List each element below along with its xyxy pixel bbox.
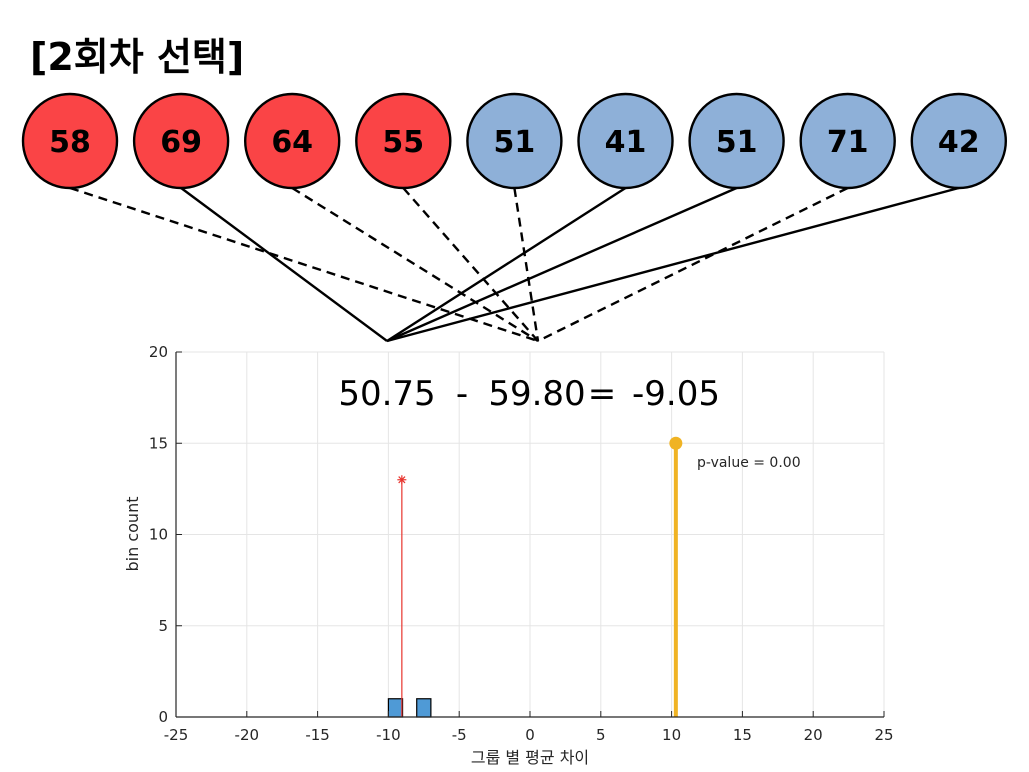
equation-equals: = bbox=[588, 374, 617, 414]
connector-line bbox=[386, 186, 738, 343]
equation-mean-a: 50.75 bbox=[338, 374, 435, 414]
equation-mean-b: 59.80 bbox=[488, 374, 585, 414]
equation-difference: -9.05 bbox=[632, 374, 720, 414]
number-ball: 51 bbox=[466, 92, 563, 190]
ball-value: 55 bbox=[382, 125, 424, 160]
y-tick-label: 5 bbox=[158, 617, 168, 635]
y-tick-labels: 0 5 10 15 20 bbox=[149, 343, 168, 726]
y-tick-label: 10 bbox=[149, 526, 168, 544]
number-ball: 71 bbox=[799, 92, 896, 190]
x-tick-label: 20 bbox=[804, 726, 823, 744]
x-tick-label: -5 bbox=[452, 726, 467, 744]
connector-line bbox=[537, 186, 849, 343]
y-tick-label: 20 bbox=[149, 343, 168, 361]
x-tick-label: 25 bbox=[874, 726, 893, 744]
x-tick-label: -25 bbox=[164, 726, 189, 744]
histogram-bar bbox=[387, 698, 404, 718]
ball-value: 71 bbox=[827, 125, 869, 160]
number-ball: 42 bbox=[910, 92, 1007, 190]
ball-value: 51 bbox=[716, 125, 758, 160]
x-tick-label: -10 bbox=[376, 726, 401, 744]
ball-circle bbox=[355, 92, 452, 190]
x-tick-label: -15 bbox=[305, 726, 330, 744]
ball-circle bbox=[244, 92, 341, 190]
y-axis-label: bin count bbox=[123, 497, 142, 572]
ball-circle bbox=[577, 92, 674, 190]
axes bbox=[175, 351, 885, 718]
ball-value: 69 bbox=[160, 125, 202, 160]
number-ball: 64 bbox=[244, 92, 341, 190]
connector-lines bbox=[69, 186, 960, 343]
number-ball: 69 bbox=[132, 92, 230, 190]
ball-value: 64 bbox=[271, 125, 313, 160]
histogram-chart: -25 -20 -15 -10 -5 0 5 10 15 20 25 0 5 10 15 20 그룹 별 평… bbox=[123, 343, 894, 767]
x-tick-label: -20 bbox=[235, 726, 260, 744]
connector-line bbox=[69, 186, 539, 343]
p-value-label: p-value = 0.00 bbox=[697, 455, 801, 471]
ball-value: 51 bbox=[494, 125, 536, 160]
ball-value: 42 bbox=[938, 125, 980, 160]
connector-line bbox=[386, 186, 627, 343]
difference-markers bbox=[397, 436, 683, 717]
histogram-bar bbox=[416, 698, 432, 718]
x-tick-label: 0 bbox=[525, 726, 535, 744]
histogram-bars bbox=[387, 698, 432, 718]
x-tick-label: 5 bbox=[596, 726, 606, 744]
connector-line bbox=[386, 186, 960, 343]
x-tick-labels: -25 -20 -15 -10 -5 0 5 10 15 20 25 bbox=[164, 726, 894, 744]
connector-line bbox=[513, 187, 540, 342]
connector-line bbox=[291, 186, 539, 343]
ball-circle bbox=[799, 92, 896, 190]
connector-line bbox=[402, 187, 539, 342]
connector-line bbox=[180, 187, 388, 342]
y-tick-label: 0 bbox=[158, 708, 168, 726]
ball-circle bbox=[132, 92, 230, 190]
x-tick-label: 10 bbox=[662, 726, 681, 744]
observed-difference-marker bbox=[669, 436, 683, 450]
current-difference-marker bbox=[397, 475, 407, 485]
number-ball: 41 bbox=[577, 92, 674, 190]
equation-minus: - bbox=[456, 374, 468, 414]
ball-value: 41 bbox=[605, 125, 647, 160]
ball-row: 58 69 64 55 51 41 51 71 42 bbox=[21, 92, 1007, 190]
number-ball: 58 bbox=[21, 92, 119, 190]
ball-circle bbox=[21, 92, 119, 190]
ball-circle bbox=[466, 92, 563, 190]
number-ball: 51 bbox=[688, 92, 785, 190]
ball-circle bbox=[910, 92, 1007, 190]
page-title: [2회차 선택] bbox=[30, 35, 245, 79]
ball-circle bbox=[688, 92, 785, 190]
y-tick-label: 15 bbox=[149, 434, 168, 452]
x-axis-label: 그룹 별 평균 차이 bbox=[471, 748, 589, 767]
x-tick-label: 15 bbox=[733, 726, 752, 744]
number-ball: 55 bbox=[355, 92, 452, 190]
ball-value: 58 bbox=[49, 125, 91, 160]
